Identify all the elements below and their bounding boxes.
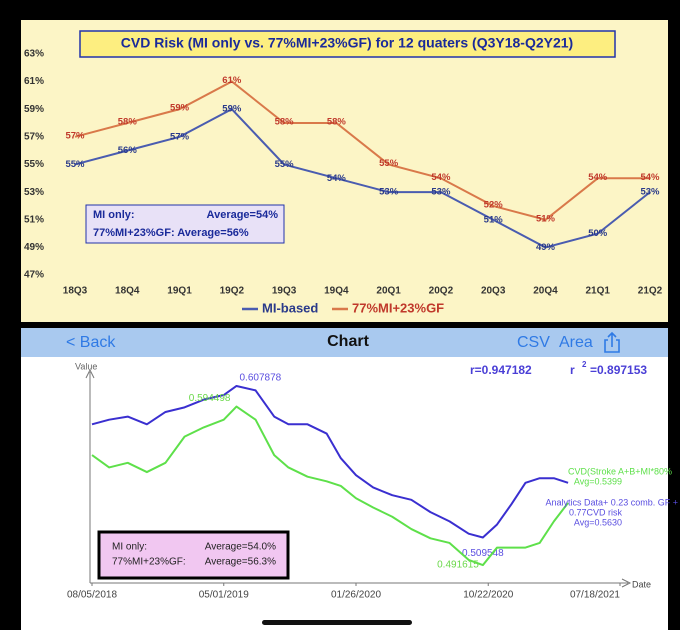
y-axis-arrow	[85, 368, 95, 379]
chart-title: CVD Risk (MI only vs. 77%MI+23%GF) for 1…	[121, 35, 573, 51]
series-line	[91, 384, 569, 539]
data-label: 51%	[536, 213, 556, 224]
data-label: 53%	[431, 187, 451, 198]
x-tick-label: 19Q4	[324, 286, 349, 297]
x-tick-label: 20Q4	[533, 286, 558, 297]
max-label: 0.607878	[239, 373, 281, 384]
x-tick-label: 21Q2	[638, 286, 663, 297]
x-axis-label: Date	[632, 579, 651, 589]
annotation: Average=56.3%	[205, 557, 276, 568]
annotation: 77%MI+23%GF: Average=56%	[93, 227, 249, 239]
y-tick-label: 51%	[24, 214, 44, 225]
x-tick-label: 19Q2	[220, 286, 245, 297]
r2-sup: 2	[582, 360, 587, 369]
data-label: 49%	[536, 242, 556, 253]
r2-value: =0.897153	[590, 363, 647, 377]
x-tick-label: 05/01/2019	[199, 590, 249, 601]
data-label: 53%	[379, 187, 399, 198]
min-label: 0.509548	[462, 548, 504, 559]
title-box	[79, 30, 616, 58]
x-tick-label: 20Q2	[429, 286, 454, 297]
data-label: 51%	[484, 214, 504, 225]
data-label: 50%	[588, 228, 608, 239]
nav-bar	[21, 328, 668, 357]
data-label: 58%	[327, 116, 347, 127]
y-axis-label: Value	[75, 361, 97, 371]
x-tick-label: 18Q3	[63, 286, 88, 297]
y-tick-label: 63%	[24, 48, 44, 59]
r2-label: r	[570, 363, 575, 377]
data-label: 55%	[275, 159, 295, 170]
data-label: 59%	[222, 104, 242, 115]
average-box	[97, 530, 290, 580]
y-tick-label: 55%	[24, 159, 44, 170]
bottom-chart-panel	[21, 357, 668, 630]
data-label: 55%	[65, 159, 85, 170]
data-label: 61%	[222, 75, 242, 86]
annotation: MI only:	[112, 542, 147, 553]
x-tick-label: 20Q3	[481, 286, 506, 297]
x-tick-label: 07/18/2021	[570, 590, 620, 601]
share-icon	[604, 339, 620, 353]
y-tick-label: 61%	[24, 76, 44, 87]
x-tick-label: 10/22/2020	[463, 590, 513, 601]
data-label: 54%	[327, 173, 347, 184]
x-tick-label: 21Q1	[585, 286, 610, 297]
data-label: 54%	[431, 172, 451, 183]
data-label: 59%	[170, 103, 190, 114]
r-value: r=0.947182	[470, 363, 532, 377]
x-tick-label: 08/05/2018	[67, 590, 117, 601]
x-tick-label: 19Q1	[167, 286, 192, 297]
series-line	[74, 80, 650, 221]
min-label: 0.491615	[437, 560, 479, 571]
share-icon	[607, 331, 617, 347]
x-tick-label: 01/26/2020	[331, 590, 381, 601]
area-button[interactable]: Area	[559, 334, 593, 351]
data-label: 58%	[118, 116, 138, 127]
csv-button[interactable]: CSV	[517, 334, 550, 351]
annotation: Average=54.0%	[205, 542, 276, 553]
y-tick-label: 53%	[24, 187, 44, 198]
data-label: 54%	[588, 172, 608, 183]
y-tick-label: 47%	[24, 270, 44, 281]
y-tick-label: 57%	[24, 131, 44, 142]
max-label: 0.594498	[189, 393, 231, 404]
legend-label: 77%MI+23%GF	[352, 300, 444, 315]
x-tick-label: 18Q4	[115, 286, 140, 297]
series-line	[74, 107, 651, 249]
y-tick-label: 59%	[24, 104, 44, 115]
annotation: Average=54%	[207, 209, 279, 221]
nav-title: Chart	[327, 333, 369, 350]
home-indicator	[262, 620, 412, 625]
data-label: 57%	[65, 130, 85, 141]
x-tick-label: 19Q3	[272, 286, 297, 297]
data-label: 52%	[484, 199, 504, 210]
x-tick-label: 20Q1	[376, 286, 401, 297]
data-label: 54%	[640, 172, 660, 183]
annotation: 77%MI+23%GF:	[112, 557, 186, 568]
share-button[interactable]	[604, 331, 620, 353]
series-line	[91, 405, 569, 567]
data-label: 53%	[640, 187, 660, 198]
average-box	[85, 204, 285, 244]
back-button[interactable]: < Back	[66, 334, 116, 351]
annotation: MI only:	[93, 209, 135, 221]
top-chart-panel	[21, 20, 668, 322]
x-axis-arrow	[621, 578, 632, 588]
data-label: 57%	[170, 131, 190, 142]
series-label: Analytics Data+ 0.23 comb. GF +	[545, 497, 678, 507]
series-label: CVD(Stroke A+B+MI*80%	[568, 466, 672, 476]
series-avg: Avg=0.5630	[574, 517, 622, 527]
data-label: 58%	[275, 116, 295, 127]
series-avg: Avg=0.5399	[574, 476, 622, 486]
legend-label: MI-based	[262, 300, 318, 315]
series-label: 0.77CVD risk	[569, 507, 623, 517]
data-label: 56%	[118, 145, 138, 156]
y-tick-label: 49%	[24, 242, 44, 253]
data-label: 55%	[379, 158, 399, 169]
